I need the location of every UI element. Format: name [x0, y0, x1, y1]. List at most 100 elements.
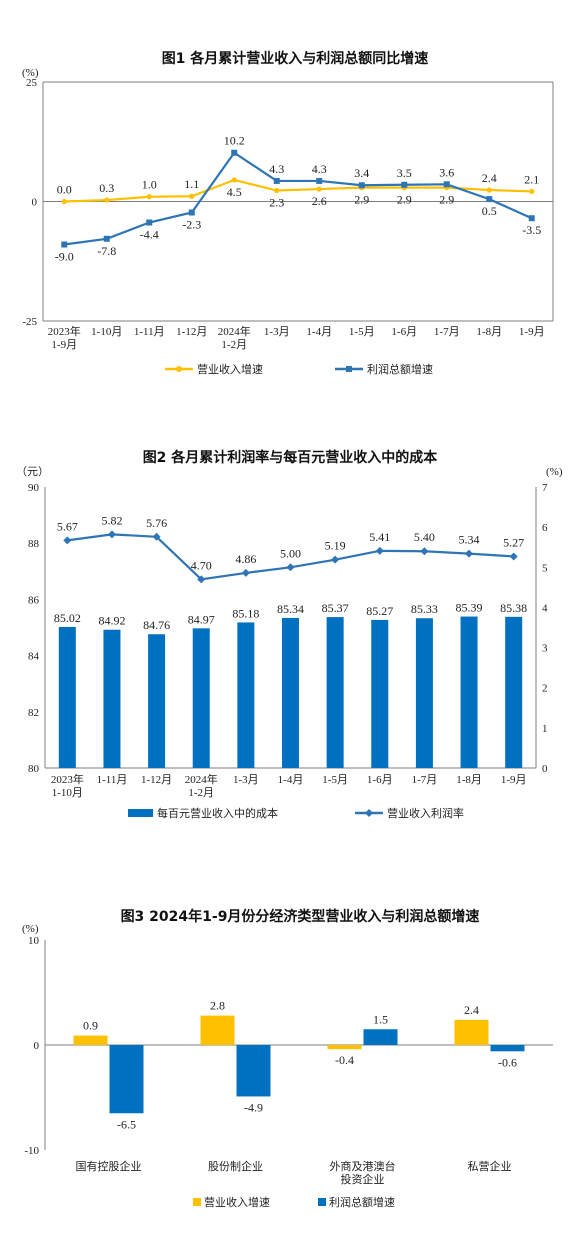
revenue-growth-label: 2.9: [354, 193, 369, 207]
chart1-marks: 0.0 0.3 1.0 1.1 4.5 2.3 2.6 2.9 2.9 2.9 2.4 2.1 -9.0…: [55, 134, 542, 264]
revenue-growth-label: 1.0: [142, 178, 157, 192]
profit-margin-label: 5.00: [280, 546, 301, 560]
legend-swatch-revenue: [193, 1198, 201, 1206]
cost-per-100-label: 84.76: [143, 618, 170, 632]
profit-growth-label: -9.0: [55, 250, 74, 264]
chart3-legend-revenue: 营业收入增速: [204, 1195, 270, 1209]
chart2-x-tick: 1-12月: [141, 774, 172, 786]
chart2-y-tick-right: 4: [542, 602, 548, 614]
revenue-growth-label: 0.0: [57, 183, 72, 197]
profit-margin-point: [509, 552, 518, 561]
cost-per-100-bar: [371, 619, 389, 768]
profit-growth-point: [103, 235, 110, 242]
cost-per-100-bar: [415, 618, 433, 768]
chart2-x-tick: 1-8月: [456, 774, 482, 786]
cost-per-100-bar: [192, 628, 210, 768]
chart2-legend-cost: 每百元营业收入中的成本: [157, 806, 278, 820]
chart2-x-tick: 1-4月: [278, 774, 304, 786]
profit-margin-point: [197, 575, 206, 584]
chart1-x-tick: 2023年 1-9月: [48, 324, 81, 351]
cost-per-100-bar: [326, 617, 344, 768]
revenue-growth-bar: [454, 1019, 489, 1045]
chart1-x-tick: 2024年 1-2月: [218, 324, 251, 351]
chart1-legend-revenue: 营业收入增速: [197, 362, 263, 376]
profit-growth-point: [486, 196, 493, 203]
chart1-x-tick: 1-8月: [476, 326, 502, 338]
chart2-y-tick-right: 3: [542, 643, 548, 655]
profit-margin-point: [241, 568, 250, 577]
profit-growth-label: 3.6: [439, 165, 454, 179]
revenue-growth-label: 2.1: [524, 172, 539, 186]
profit-growth-label: 4.3: [312, 162, 327, 176]
revenue-growth-point: [529, 188, 535, 195]
chart1-title: 图1 各月累计营业收入与利润总额同比增速: [162, 50, 429, 67]
profit-margin-point: [331, 555, 340, 564]
revenue-growth-label: 0.9: [83, 1019, 98, 1033]
chart3-legend: 营业收入增速 利润总额增速: [193, 1195, 395, 1209]
chart2-x-tick: 1-5月: [322, 774, 348, 786]
legend-marker-profit: [346, 366, 352, 372]
cost-per-100-bar: [148, 634, 166, 768]
chart2-y-tick-right: 5: [542, 562, 548, 574]
profit-growth-label: -6.5: [117, 1117, 136, 1131]
cost-per-100-bar: [460, 616, 478, 768]
revenue-growth-point: [104, 197, 110, 203]
cost-per-100-label: 85.34: [277, 602, 304, 616]
chart3-axes: 10 0 -10 国有控股企业 股份制企业 外商及港澳台投资企业 私营企业: [24, 935, 553, 1186]
chart2-x-tick: 1-9月: [501, 774, 527, 786]
revenue-growth-label: 2.6: [312, 194, 327, 208]
chart1-x-tick: 1-7月: [434, 326, 460, 338]
revenue-growth-label: 2.9: [397, 193, 412, 207]
legend-swatch-profit: [318, 1198, 326, 1206]
chart2-marks: 85.02 84.92 84.76 84.97 85.18 85.34 85.37 85.27…: [54, 513, 527, 768]
profit-growth-point: [316, 177, 323, 184]
chart3-y-tick: -10: [24, 1145, 39, 1157]
profit-margin-label: 5.41: [369, 530, 390, 544]
revenue-growth-point: [189, 193, 195, 199]
cost-per-100-bar: [505, 616, 523, 768]
chart1-unit: (%): [22, 67, 39, 79]
chart1-x-tick: 1-12月: [176, 326, 207, 338]
profit-growth-point: [231, 149, 238, 156]
profit-growth-label: -7.8: [97, 244, 116, 258]
chart2-y-tick-left: 90: [28, 482, 40, 494]
revenue-growth-point: [61, 198, 67, 205]
chart1-x-tick: 1-3月: [264, 326, 290, 338]
profit-growth-label: -4.4: [140, 228, 159, 242]
profit-margin-point: [152, 532, 161, 541]
chart3-unit: (%): [22, 923, 39, 935]
revenue-growth-label: 2.9: [439, 193, 454, 207]
chart2-y-tick-right: 2: [542, 683, 548, 695]
chart1-y-tick: 25: [26, 77, 38, 89]
profit-growth-point: [146, 219, 153, 226]
chart3-x-tick: 股份制企业: [208, 1159, 263, 1173]
chart2-y-tick-left: 80: [28, 763, 40, 775]
legend-marker-revenue: [176, 366, 182, 372]
cost-per-100-label: 84.97: [188, 612, 215, 626]
chart1-x-tick: 1-5月: [349, 326, 375, 338]
revenue-growth-bar: [200, 1015, 235, 1045]
cost-per-100-label: 84.92: [98, 614, 125, 628]
revenue-growth-point: [486, 187, 492, 193]
revenue-growth-point: [146, 194, 152, 200]
chart2-y-tick-left: 86: [28, 594, 40, 606]
profit-growth-label: -3.5: [522, 223, 541, 237]
revenue-growth-label: 2.3: [269, 196, 284, 210]
chart-2: 图2 各月累计利润率与每百元营业收入中的成本 （元） (%) 90 88 86 84 8…: [16, 449, 563, 820]
profit-margin-label: 5.19: [325, 539, 346, 553]
chart2-y-tick-right: 0: [542, 763, 548, 775]
chart1-x-tick: 1-11月: [134, 326, 165, 338]
profit-growth-point: [401, 181, 408, 188]
profit-growth-bar: [490, 1045, 525, 1052]
profit-margin-point: [107, 530, 116, 539]
profit-growth-label: 10.2: [224, 134, 245, 148]
chart2-axes: 90 88 86 84 82 80 7 6 5 4 3 2 1 0 2023年 1-10月 1-11月 1-12月…: [28, 482, 548, 799]
chart2-y-tick-right: 6: [542, 522, 548, 534]
cost-per-100-label: 85.33: [411, 602, 438, 616]
profit-margin-label: 5.82: [101, 513, 122, 527]
chart2-x-tick: 2023年 1-10月: [51, 772, 84, 799]
chart1-legend: 营业收入增速 利润总额增速: [165, 362, 433, 376]
revenue-growth-bar: [73, 1035, 108, 1045]
profit-growth-bar: [109, 1045, 144, 1114]
cost-per-100-bar: [58, 626, 76, 768]
